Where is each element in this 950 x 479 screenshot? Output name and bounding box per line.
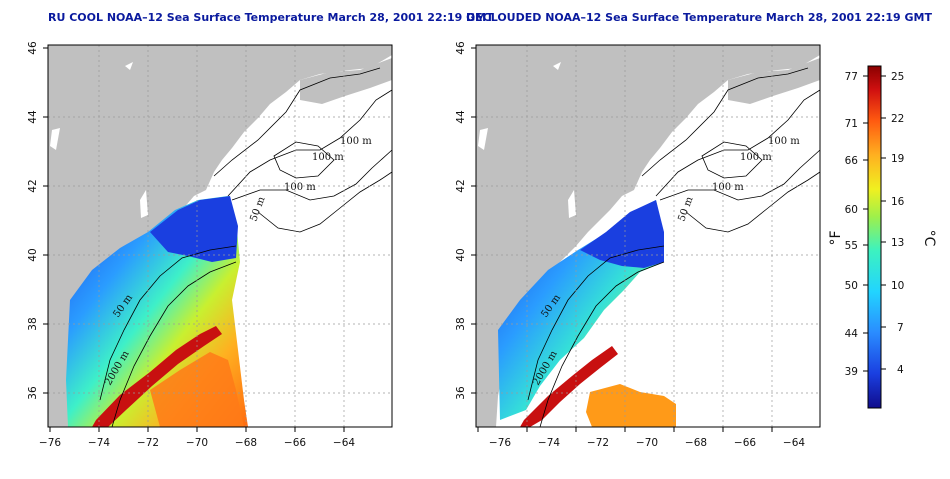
x-tick-label: −70 (186, 437, 208, 449)
lake (568, 190, 576, 218)
y-tick-label: 40 (27, 248, 39, 261)
colorbar-celsius-label: 25 (891, 71, 904, 83)
contour-label: 100 m (712, 182, 744, 193)
y-tick-label: 40 (455, 248, 467, 261)
colorbar-ticks (863, 75, 886, 372)
x-tick-label: −74 (88, 437, 110, 449)
x-tick-label: −74 (538, 437, 560, 449)
x-tick-label: −76 (39, 437, 61, 449)
contour-label: 100 m (312, 152, 344, 163)
y-tick-label: 46 (27, 41, 39, 55)
nova-scotia-land (728, 58, 820, 104)
colorbar-ramp (867, 65, 882, 409)
landmass (476, 45, 820, 427)
colorbar-celsius-label: 19 (891, 153, 904, 165)
landmass (48, 45, 392, 427)
y-tick-label: 38 (455, 317, 467, 330)
axis-ticks (43, 47, 345, 432)
colorbar-celsius-label: 16 (891, 196, 905, 208)
lake (125, 62, 133, 70)
x-tick-label: −72 (587, 437, 609, 449)
y-tick-label: 46 (455, 41, 467, 55)
panel-left-title: RU COOL NOAA–12 Sea Surface Temperature … (48, 11, 494, 24)
y-tick-label: 38 (27, 317, 39, 330)
x-tick-label: −64 (333, 437, 355, 449)
celsius-unit-label: °C (921, 230, 937, 247)
colorbar-celsius-label: 22 (891, 113, 904, 125)
graticule (48, 45, 392, 427)
x-tick-label: −68 (235, 437, 257, 449)
y-tick-label: 42 (27, 179, 39, 192)
x-tick-label: −76 (489, 437, 511, 449)
contour-label: 100 m (740, 152, 772, 163)
contour-label: 100 m (768, 136, 800, 147)
nova-scotia-land (300, 58, 392, 104)
colorbar-fahrenheit-label: 77 (845, 71, 858, 83)
map-panel-right: 100 m 100 m 50 m 50 m 100 m 2000 m −76 −… (455, 41, 821, 449)
colorbar-celsius-label: 4 (897, 364, 904, 376)
colorbar-fahrenheit-label: 60 (845, 204, 858, 216)
y-tick-label: 36 (27, 386, 39, 400)
colorbar-fahrenheit-label: 71 (845, 118, 858, 130)
x-tick-label: −72 (137, 437, 159, 449)
map-frame (47, 44, 393, 428)
colorbar-celsius-label: 10 (891, 280, 904, 292)
x-tick-label: −68 (685, 437, 707, 449)
bathymetry-contours (527, 67, 820, 427)
map-panel-left: 100 m 100 m 50 m 50 m 100 m 2000 m −76 −… (27, 41, 393, 449)
x-tick-label: −66 (284, 437, 306, 449)
cold-shelf-water (150, 196, 238, 262)
x-tick-label: −70 (636, 437, 658, 449)
y-tick-label: 44 (455, 110, 467, 124)
x-tick-label: −66 (734, 437, 756, 449)
lake (478, 128, 488, 150)
colorbar-fahrenheit-label: 66 (845, 155, 859, 167)
colorbar: 77 71 66 60 55 50 44 39 25 22 19 16 13 1… (828, 65, 937, 409)
y-tick-label: 44 (27, 110, 39, 124)
lake (50, 128, 60, 150)
colorbar-celsius-label: 7 (897, 322, 904, 334)
warm-slope-water (150, 352, 244, 427)
fahrenheit-unit-label: °F (828, 230, 844, 245)
contour-label: 100 m (284, 182, 316, 193)
gulf-stream-warm (92, 326, 222, 427)
graticule (476, 45, 820, 427)
map-frame (475, 44, 821, 428)
cold-shelf-water (580, 200, 664, 268)
colorbar-fahrenheit-label: 44 (845, 328, 859, 340)
colorbar-celsius-label: 13 (891, 237, 904, 249)
contour-label: 100 m (340, 136, 372, 147)
warm-slope-water (586, 384, 676, 427)
bathymetry-contours (99, 67, 392, 427)
lake (553, 62, 561, 70)
panel-right-title: DECLOUDED NOAA–12 Sea Surface Temperatur… (466, 11, 932, 24)
gulf-stream-warm (520, 346, 618, 427)
colorbar-fahrenheit-label: 55 (845, 240, 858, 252)
x-tick-label: −64 (783, 437, 805, 449)
colorbar-fahrenheit-label: 50 (845, 280, 858, 292)
lake (140, 190, 148, 218)
axis-ticks (471, 47, 773, 432)
y-tick-label: 36 (455, 386, 467, 400)
y-tick-label: 42 (455, 179, 467, 192)
colorbar-fahrenheit-label: 39 (845, 366, 858, 378)
